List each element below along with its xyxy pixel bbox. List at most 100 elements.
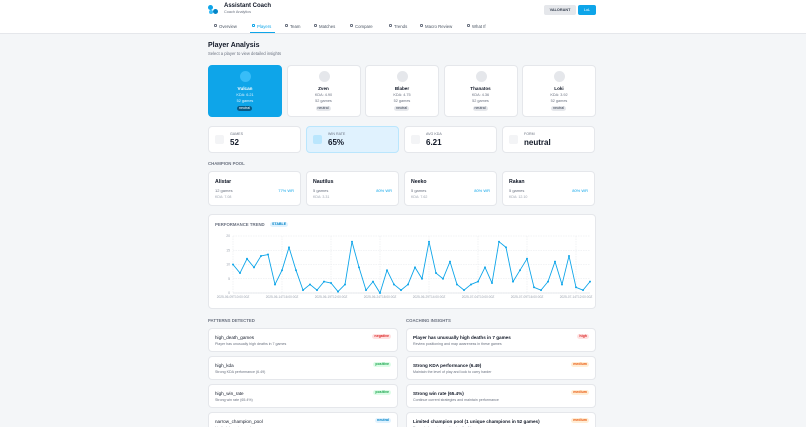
pattern-desc: Strong KDA performance (6.49) xyxy=(215,370,266,374)
pattern-badge: positive xyxy=(373,390,391,395)
game-button[interactable]: VALORANT xyxy=(544,5,576,15)
player-name: Blaber xyxy=(394,86,410,91)
champion-card: Neeko 5 games 80% WR KDA: 7.62 xyxy=(404,171,497,206)
champion-games: 5 games xyxy=(313,188,329,193)
y-tick-label: 20 xyxy=(226,234,230,238)
player-card[interactable]: Loki KDA: 3.92 52 games neutral xyxy=(522,65,596,117)
section-title: PATTERNS DETECTED xyxy=(208,318,255,323)
trend-point xyxy=(295,269,297,272)
nav-tab[interactable]: Matches xyxy=(319,23,336,29)
nav-active-underline xyxy=(250,32,275,33)
stat-card: AVG KDA 6.21 xyxy=(404,126,497,153)
trend-point xyxy=(330,282,332,285)
insight-card: Player has unusually high deaths in 7 ga… xyxy=(406,328,596,352)
trend-point xyxy=(281,269,283,272)
insight-badge: medium xyxy=(571,390,589,395)
x-tick-label: 2025-07-09T16:00:00Z xyxy=(511,295,544,299)
player-kda: KDA: 6.21 xyxy=(236,93,254,97)
champion-kda: KDA: 7.08 xyxy=(215,195,232,199)
trend-point xyxy=(260,254,262,257)
insight-badge: medium xyxy=(571,362,589,367)
stat-icon xyxy=(313,135,322,144)
player-avatar xyxy=(554,71,565,82)
trend-point xyxy=(477,280,479,283)
nav-tab[interactable]: Macro Review xyxy=(425,23,453,29)
champion-games: 12 games xyxy=(215,188,233,193)
player-name: Loki xyxy=(554,86,564,91)
player-card[interactable]: Blaber KDA: 4.75 52 games neutral xyxy=(365,65,439,117)
player-name: Vulcan xyxy=(237,86,253,91)
player-card[interactable]: Thanatos KDA: 4.36 52 games neutral xyxy=(443,65,518,117)
nav-tab[interactable]: Players xyxy=(257,23,272,29)
nav-icon xyxy=(467,24,470,27)
trend-point xyxy=(519,269,521,272)
nav-tab[interactable]: What If xyxy=(472,23,486,29)
insight-title: Limited champion pool (1 unique champion… xyxy=(413,419,540,424)
pattern-name: high_kda xyxy=(215,363,234,368)
player-avatar xyxy=(397,71,408,82)
player-kda: KDA: 4.75 xyxy=(393,93,411,97)
trend-point xyxy=(246,257,248,260)
trend-point xyxy=(372,280,374,283)
player-name: Zven xyxy=(318,86,329,91)
stat-card: GAMES 52 xyxy=(208,126,301,153)
game-button[interactable]: LoL xyxy=(578,5,596,15)
app-subtitle: Coach Analytics xyxy=(224,10,252,14)
form-badge: neutral xyxy=(315,106,331,111)
nav-tab[interactable]: Overview xyxy=(219,23,237,29)
player-kda: KDA: 4.90 xyxy=(314,93,333,97)
champion-games: 5 games xyxy=(509,188,525,193)
trend-point xyxy=(435,272,437,275)
trend-badge: STABLE xyxy=(270,221,289,227)
trend-point xyxy=(232,263,234,266)
player-card[interactable]: Zven KDA: 4.90 52 games neutral xyxy=(286,65,361,117)
x-tick-label: 2025-06-19T12:00:00Z xyxy=(315,295,348,299)
champion-card: Alistar 12 games 77% WR KDA: 7.08 xyxy=(208,171,301,206)
form-badge: neutral xyxy=(237,106,252,111)
trend-point xyxy=(323,280,325,283)
nav-tab[interactable]: Trends xyxy=(394,23,408,29)
trend-point xyxy=(393,283,395,286)
player-games: 52 games xyxy=(315,98,332,103)
chart-title: PERFORMANCE TREND xyxy=(215,222,265,227)
pattern-card: narrow_champion_poolLimited champion poo… xyxy=(208,412,398,427)
pattern-card: high_win_rate Strong win rate (65.4%) posi… xyxy=(208,384,398,408)
app-title: Assistant Coach xyxy=(224,3,272,9)
y-tick-label: 10 xyxy=(226,263,230,267)
nav-tab[interactable]: Compare xyxy=(355,23,373,29)
trend-point xyxy=(239,272,241,275)
stat-card: WIN RATE 65% xyxy=(306,126,399,153)
trend-point xyxy=(449,260,451,263)
nav-icon xyxy=(350,24,353,27)
insight-badge: medium xyxy=(571,418,589,423)
champion-wr: 77% WR xyxy=(278,188,294,193)
champion-name: Neeko xyxy=(411,179,427,185)
player-card[interactable]: Vulcan KDA: 6.21 52 games neutral xyxy=(208,65,282,117)
trend-point xyxy=(442,277,444,280)
trend-point xyxy=(288,246,290,249)
insight-card: Strong KDA performance (6.49) Maintain th… xyxy=(406,356,596,380)
x-tick-label: 2025-06-29T14:00:00Z xyxy=(413,295,446,299)
trend-point xyxy=(421,277,423,280)
x-tick-label: 2025-06-14T16:00:00Z xyxy=(266,295,299,299)
section-title: COACHING INSIGHTS xyxy=(406,318,451,323)
trend-point xyxy=(575,286,577,289)
nav-icon xyxy=(285,24,288,27)
stat-value: 6.21 xyxy=(426,138,442,147)
trend-point xyxy=(358,266,360,269)
pattern-badge: positive xyxy=(373,362,391,367)
trend-point xyxy=(589,280,591,283)
x-tick-label: 2025-07-04T10:00:00Z xyxy=(462,295,495,299)
stat-value: neutral xyxy=(524,138,551,147)
nav-icon xyxy=(252,24,255,27)
trend-point xyxy=(386,269,388,272)
trend-point xyxy=(400,289,402,292)
trend-point xyxy=(540,289,542,292)
trend-point xyxy=(365,289,367,292)
nav-icon xyxy=(214,24,217,27)
trend-card: PERFORMANCE TREND STABLE 0 5 10 15 20 2025-06-0… xyxy=(208,214,596,309)
logo xyxy=(208,5,213,10)
header-bar xyxy=(0,0,806,34)
form-badge: neutral xyxy=(551,106,566,111)
nav-tab[interactable]: Team xyxy=(290,23,301,29)
